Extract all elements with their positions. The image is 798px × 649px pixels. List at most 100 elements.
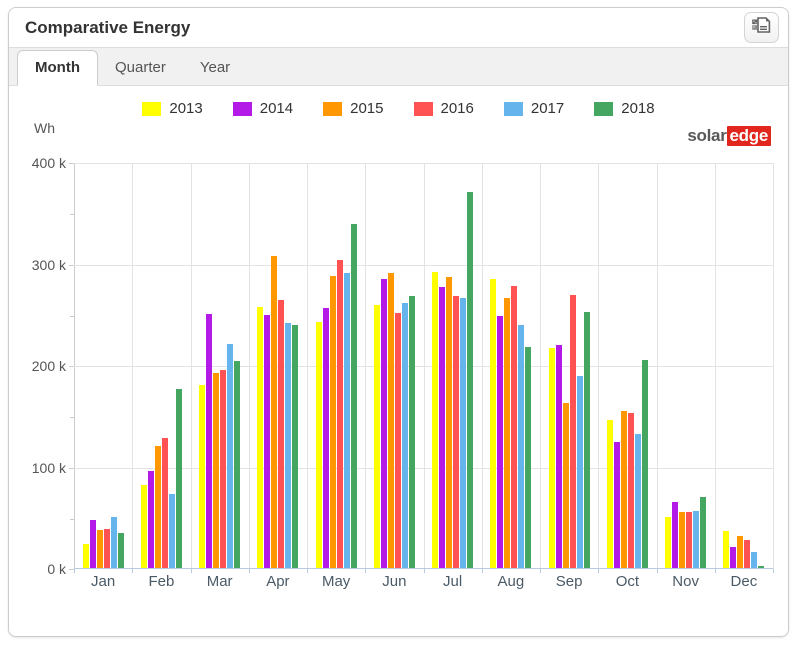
bar-group-dec — [715, 163, 773, 569]
x-tick — [191, 569, 192, 573]
bar-group-feb — [132, 163, 190, 569]
bar-2013-nov — [665, 517, 672, 569]
legend-swatch-2013 — [142, 101, 162, 116]
v-gridline — [424, 163, 425, 569]
y-axis-label: 100 k — [31, 460, 66, 476]
legend-label: 2013 — [169, 100, 203, 117]
legend-swatch-2016 — [413, 101, 433, 116]
bar-2017-apr — [285, 323, 292, 569]
y-minor-tick — [70, 316, 74, 317]
x-tick — [773, 569, 774, 573]
bar-2013-feb — [140, 485, 147, 569]
x-tick — [365, 569, 366, 573]
x-axis-label: Apr — [266, 573, 290, 590]
legend: 2013 2014 2015 2016 2017 2018 — [9, 100, 788, 117]
page-title: Comparative Energy — [25, 17, 191, 37]
x-axis-label: Jun — [382, 573, 407, 590]
tab-month[interactable]: Month — [17, 50, 98, 86]
x-axis-label: May — [321, 573, 351, 590]
x-axis-labels: Jan Feb Mar Apr May Jun Jul Aug Sep Oct Nov Dec — [74, 573, 773, 590]
tab-year[interactable]: Year — [199, 59, 231, 76]
bar-2017-jan — [110, 517, 117, 569]
bar-2014-aug — [497, 316, 504, 569]
legend-item-2016[interactable]: 2016 — [413, 100, 474, 117]
bar-2018-jan — [117, 533, 124, 569]
bar-2017-aug — [518, 325, 525, 569]
bar-2018-feb — [175, 389, 182, 569]
legend-swatch-2014 — [232, 101, 252, 116]
x-tick — [132, 569, 133, 573]
bar-group-jun — [365, 163, 423, 569]
bar-group-aug — [482, 163, 540, 569]
y-minor-tick — [70, 214, 74, 215]
bar-2014-mar — [206, 314, 213, 569]
bar-2015-mar — [213, 373, 220, 569]
export-report-button[interactable] — [744, 12, 779, 43]
bar-2016-apr — [278, 300, 285, 569]
legend-swatch-2015 — [323, 101, 343, 116]
bar-2018-nov — [700, 497, 707, 569]
legend-item-2018[interactable]: 2018 — [594, 100, 655, 117]
bar-2016-may — [336, 260, 343, 569]
bar-2016-nov — [686, 512, 693, 569]
bar-2013-aug — [490, 279, 497, 569]
y-axis-label: 400 k — [31, 155, 66, 171]
bar-2015-nov — [679, 512, 686, 569]
bar-2017-feb — [168, 494, 175, 569]
x-tick — [482, 569, 483, 573]
report-export-icon — [751, 15, 772, 40]
x-axis-label: Mar — [206, 573, 233, 590]
bar-2013-jul — [432, 272, 439, 569]
tab-quarter[interactable]: Quarter — [114, 59, 166, 76]
bar-group-jan — [74, 163, 132, 569]
bar-2017-nov — [693, 511, 700, 569]
legend-label: 2015 — [350, 100, 384, 117]
logo-solar-text: solar — [687, 126, 727, 145]
legend-item-2013[interactable]: 2013 — [142, 100, 203, 117]
bar-2014-sep — [555, 345, 562, 569]
bar-2017-jul — [460, 298, 467, 569]
legend-item-2014[interactable]: 2014 — [232, 100, 293, 117]
x-tick — [540, 569, 541, 573]
bar-2015-jun — [387, 273, 394, 569]
v-gridline — [540, 163, 541, 569]
bar-2017-jun — [401, 303, 408, 569]
tab-bar: Month Quarter Year — [9, 48, 788, 86]
v-gridline — [365, 163, 366, 569]
x-axis-label: Jul — [443, 573, 463, 590]
v-gridline — [657, 163, 658, 569]
bar-2018-apr — [292, 325, 299, 569]
bar-group-oct — [598, 163, 656, 569]
bar-2015-dec — [737, 536, 744, 569]
bar-2016-jun — [394, 313, 401, 569]
y-major-tick — [69, 366, 74, 367]
y-major-tick — [69, 569, 74, 570]
bar-2014-apr — [264, 315, 271, 569]
bar-2017-mar — [227, 344, 234, 569]
x-tick — [657, 569, 658, 573]
h-gridline — [74, 366, 773, 367]
y-major-tick — [69, 163, 74, 164]
bar-2018-aug — [525, 347, 532, 569]
bar-2014-nov — [672, 502, 679, 569]
legend-item-2017[interactable]: 2017 — [503, 100, 565, 117]
y-minor-tick — [70, 519, 74, 520]
bar-2015-oct — [620, 411, 627, 569]
legend-swatch-2017 — [503, 101, 523, 116]
bar-2013-mar — [199, 385, 206, 569]
bar-2018-jul — [467, 192, 474, 569]
legend-item-2015[interactable]: 2015 — [323, 100, 384, 117]
legend-swatch-2018 — [594, 101, 614, 116]
comparative-energy-panel: Comparative Energy Month Quarter Year — [8, 7, 789, 637]
x-tick — [249, 569, 250, 573]
h-gridline — [74, 468, 773, 469]
bar-2018-jun — [408, 296, 415, 569]
bar-2014-may — [322, 308, 329, 569]
x-tick — [307, 569, 308, 573]
bar-2015-jan — [96, 530, 103, 569]
v-gridline — [191, 163, 192, 569]
h-gridline — [74, 265, 773, 266]
v-gridline — [773, 163, 774, 569]
legend-label: 2017 — [530, 100, 565, 117]
solaredge-logo: solar edge — [687, 126, 771, 146]
